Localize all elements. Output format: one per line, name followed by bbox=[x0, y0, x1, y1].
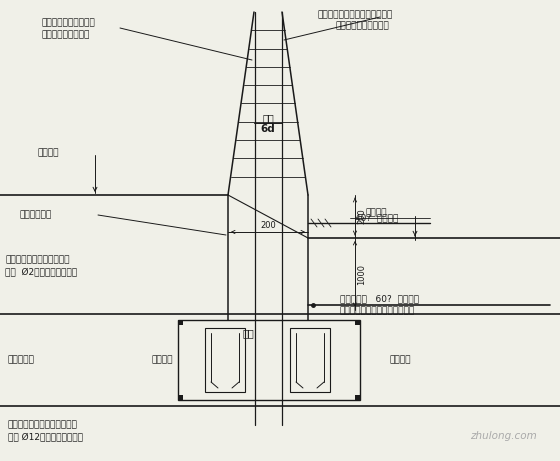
Bar bbox=[290, 328, 330, 392]
Text: 6d: 6d bbox=[260, 124, 276, 134]
Text: 室内地面: 室内地面 bbox=[38, 148, 59, 157]
Bar bbox=[355, 395, 360, 400]
Text: 电焊: 电焊 bbox=[262, 113, 274, 124]
Text: 柱内纵向钢筋: 柱内纵向钢筋 bbox=[20, 210, 52, 219]
Text: 颌与暗装引下线焊接: 颌与暗装引下线焊接 bbox=[42, 30, 90, 39]
Text: 桩帽: 桩帽 bbox=[242, 328, 254, 338]
Text: 40?  镀锌扁钢: 40? 镀锌扁钢 bbox=[355, 213, 398, 222]
Bar bbox=[355, 320, 360, 325]
Text: 钢筋 Ø12与暗索引下线焊接: 钢筋 Ø12与暗索引下线焊接 bbox=[8, 432, 83, 441]
Text: 至调各保安地桩组（联合接地）: 至调各保安地桩组（联合接地） bbox=[340, 306, 416, 315]
Text: 基础垫两条底筋各加一条帮加: 基础垫两条底筋各加一条帮加 bbox=[8, 420, 78, 429]
Text: 桩身主筋: 桩身主筋 bbox=[390, 355, 412, 364]
Text: 200: 200 bbox=[357, 209, 366, 225]
Bar bbox=[178, 320, 360, 400]
Text: 靠近引出线的两个套箍: 靠近引出线的两个套箍 bbox=[42, 18, 96, 27]
Text: 200: 200 bbox=[260, 221, 276, 230]
Text: 室外地面: 室外地面 bbox=[365, 208, 386, 217]
Text: zhulong.com: zhulong.com bbox=[470, 431, 536, 441]
Text: 地板引出线与柱内纵向钢筋焊接: 地板引出线与柱内纵向钢筋焊接 bbox=[318, 10, 393, 19]
Text: 基础垫底筋: 基础垫底筋 bbox=[8, 355, 35, 364]
Text: 接地连接线   60?  镀锌扁钢: 接地连接线 60? 镀锌扁钢 bbox=[340, 294, 419, 303]
Text: 1000: 1000 bbox=[357, 264, 366, 284]
Text: 柱身两条主筋各加一条帮加: 柱身两条主筋各加一条帮加 bbox=[5, 255, 69, 264]
Text: 钢筋  Ø2与暗索引下线焊接: 钢筋 Ø2与暗索引下线焊接 bbox=[5, 267, 77, 276]
Bar bbox=[178, 395, 183, 400]
Text: （作接地电阻测试点）: （作接地电阻测试点） bbox=[335, 21, 389, 30]
Bar bbox=[205, 328, 245, 392]
Bar bbox=[178, 320, 183, 325]
Text: 桩身主筋: 桩身主筋 bbox=[152, 355, 174, 364]
